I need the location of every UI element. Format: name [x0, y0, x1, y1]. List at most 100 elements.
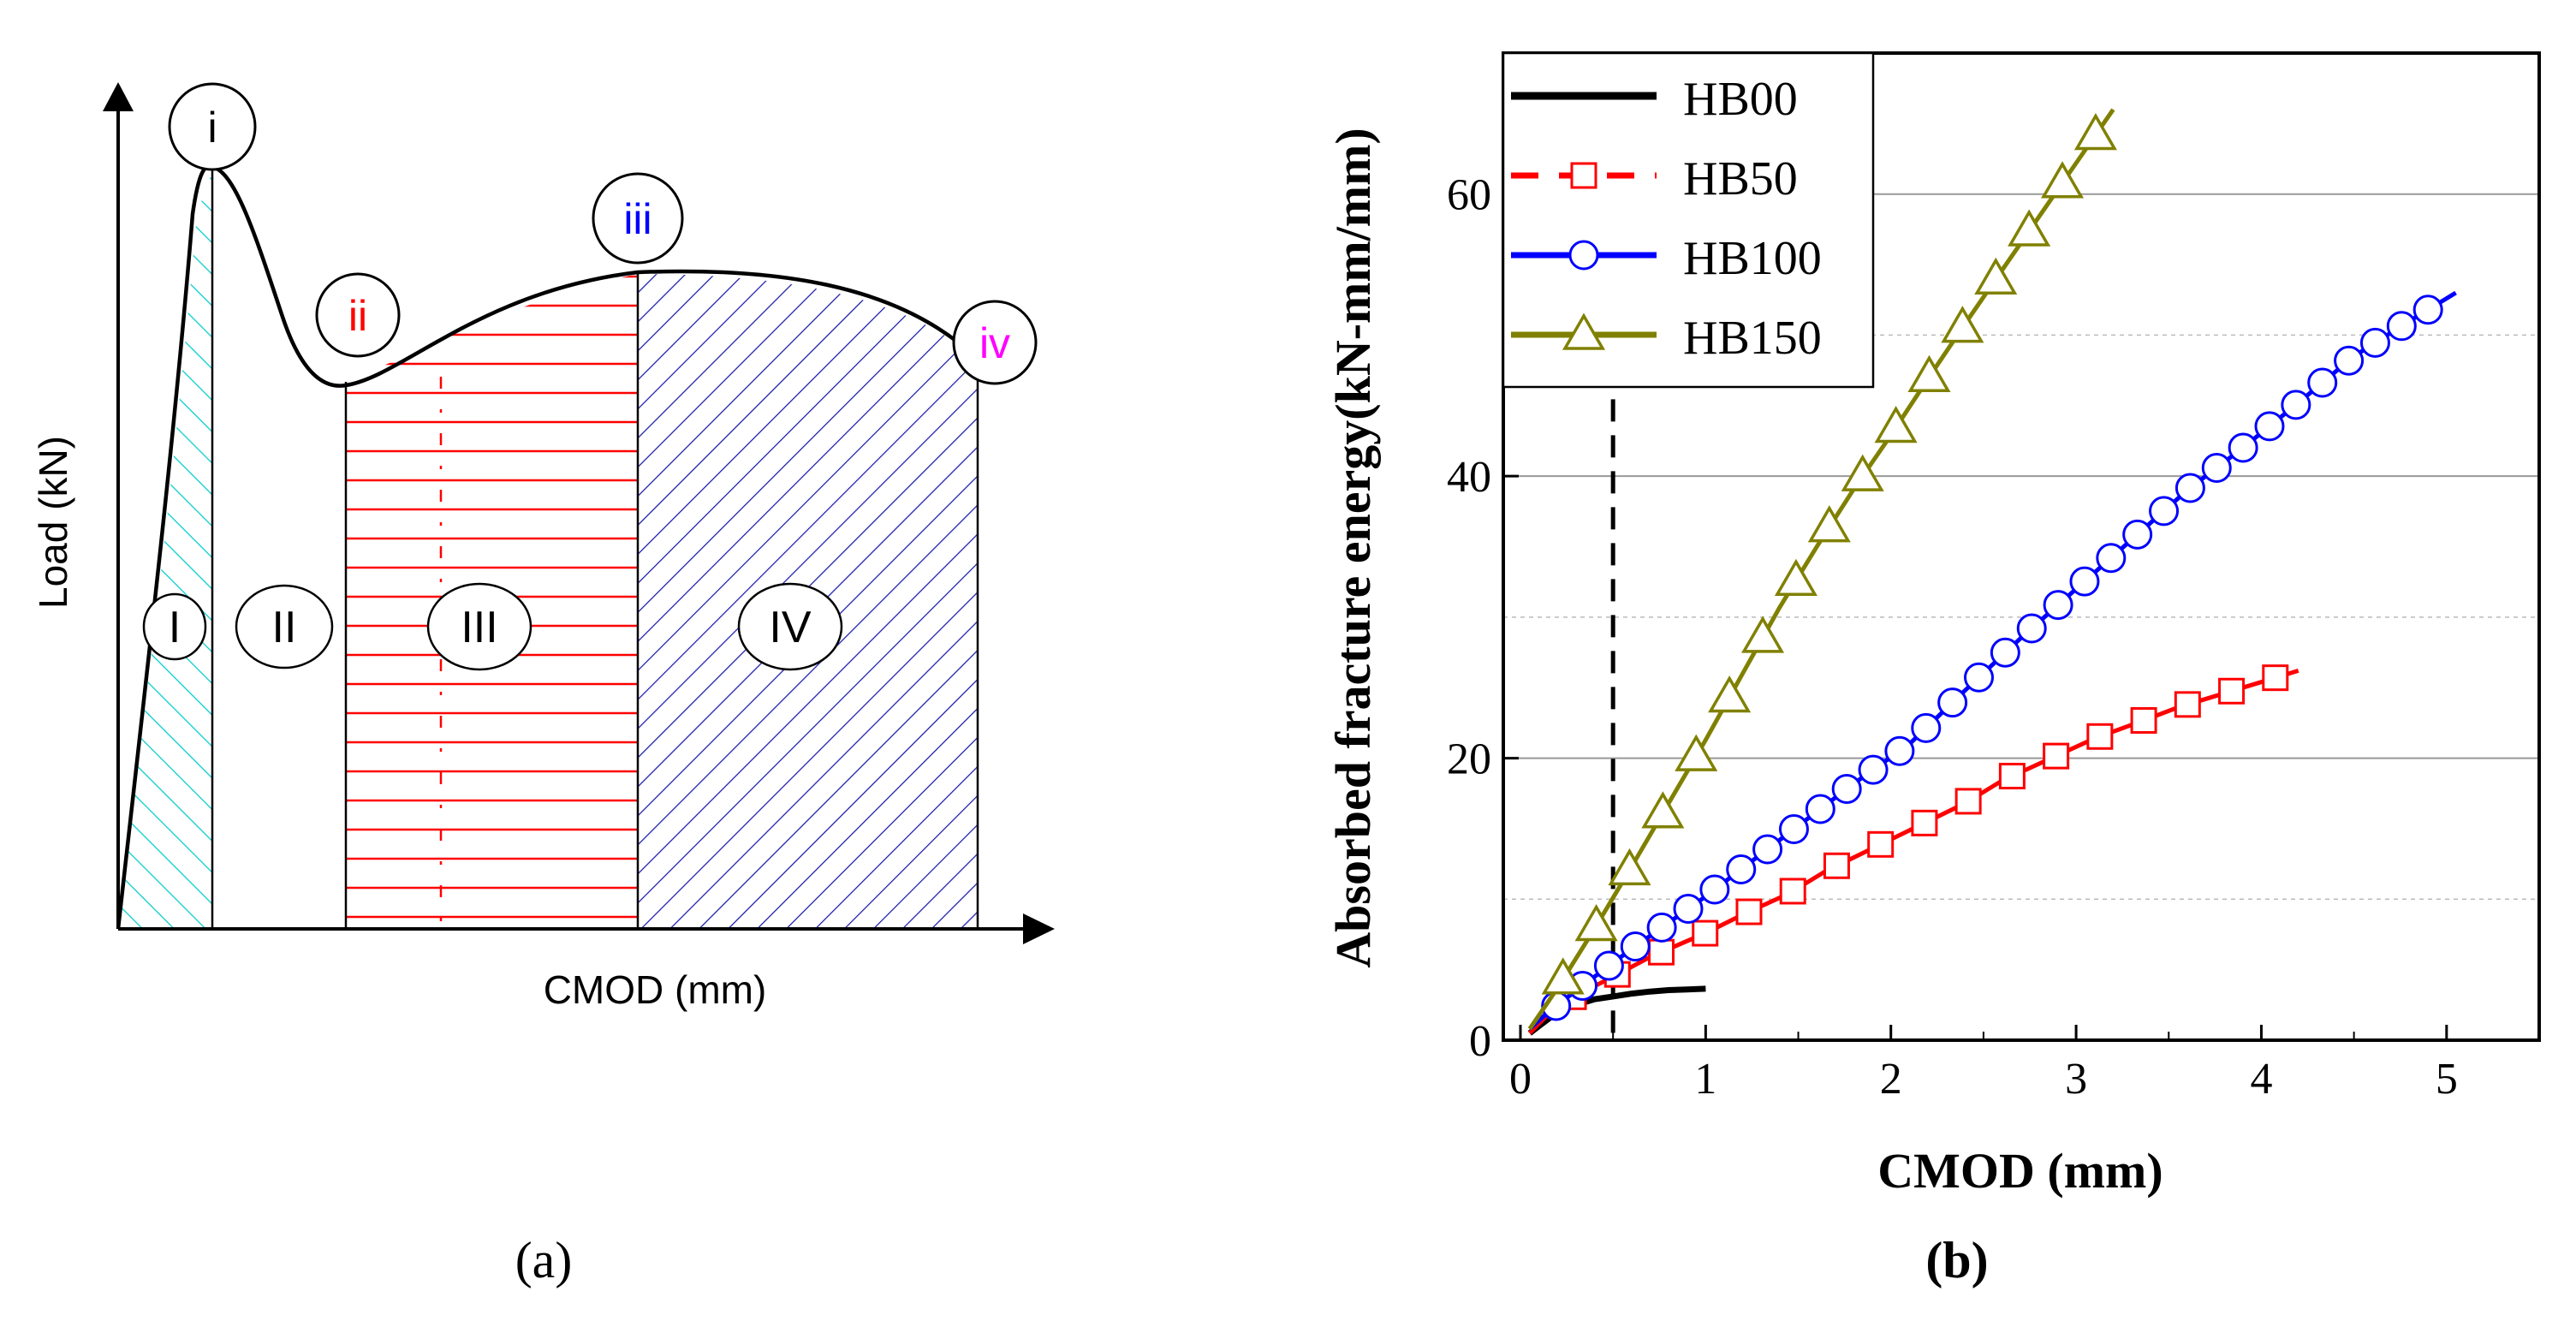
- marker-HB150: [1874, 405, 1918, 443]
- panel-b: 0 1 2 3 4 5 0 20 40 60 HB00 HB50 HB100 HB150 CMOD (m…: [1325, 51, 2541, 1288]
- point-ii-label: ii: [348, 292, 367, 340]
- legend-label-HB50: HB50: [1683, 152, 1798, 205]
- marker-HB100: [2307, 367, 2338, 398]
- marker-HB100: [1858, 754, 1889, 785]
- marker-HB50: [2086, 723, 2114, 750]
- axis-b-ylabel: Absorbed fracture energy(kN-mm/mm): [1325, 128, 1381, 967]
- series-HB150: [1527, 108, 2117, 1031]
- plot-frame-b: [1502, 51, 2541, 1042]
- legend-label-HB100: HB100: [1683, 232, 1822, 285]
- y-tick-label: 40: [1447, 453, 1491, 502]
- marker-HB100: [1673, 893, 1704, 924]
- point-i-label: i: [207, 104, 217, 152]
- marker-HB150: [2040, 161, 2085, 199]
- marker-HB50: [2043, 742, 2070, 770]
- region-I-label: I: [169, 603, 181, 652]
- region-II-circle: [235, 584, 334, 669]
- marker-HB100: [2359, 327, 2390, 358]
- series-line-HB150: [1527, 108, 2115, 1031]
- region-IV-circle: [737, 582, 843, 671]
- marker-HB150: [1741, 616, 1785, 653]
- legend-marker-HB100: [1568, 240, 1599, 271]
- marker-HB50: [2174, 691, 2201, 718]
- x-tick-label: 2: [1880, 1055, 1902, 1104]
- marker-HB50: [1692, 919, 1719, 947]
- axis-a-xlabel: CMOD (mm): [544, 967, 767, 1012]
- legend-box: [1502, 51, 1875, 389]
- marker-HB100: [2122, 519, 2153, 550]
- marker-HB50: [1867, 830, 1895, 858]
- marker-HB150: [1574, 903, 1618, 942]
- point-i-circle: [168, 82, 257, 171]
- panel-b-label: (b): [1925, 1232, 1988, 1288]
- point-iii-label: iii: [623, 195, 651, 243]
- marker-HB150: [1807, 505, 1851, 543]
- x-tick-label: 1: [1694, 1055, 1716, 1104]
- marker-HB100: [2174, 473, 2205, 503]
- marker-HB100: [1593, 950, 1624, 981]
- x-tick-label: 5: [2436, 1055, 2458, 1104]
- series-HB50: [1528, 664, 2299, 1035]
- marker-HB150: [1708, 675, 1752, 713]
- marker-HB150: [1841, 454, 1884, 491]
- region-IV-label: IV: [769, 603, 811, 652]
- marker-HB50: [1911, 809, 1938, 836]
- marker-HB150: [1641, 791, 1685, 829]
- marker-HB100: [1805, 794, 1835, 824]
- marker-HB150: [2073, 112, 2117, 151]
- marker-HB100: [2254, 411, 2285, 442]
- marker-HB100: [1990, 637, 2020, 668]
- series-HB100: [1528, 290, 2457, 1031]
- marker-HB100: [2412, 295, 2443, 325]
- marker-HB100: [2386, 311, 2417, 342]
- marker-HB50: [1648, 938, 1675, 966]
- marker-HB150: [2008, 209, 2051, 247]
- marker-HB150: [1774, 558, 1817, 596]
- region-I-circle: [142, 592, 207, 661]
- marker-HB100: [2096, 543, 2127, 574]
- marker-HB50: [2218, 677, 2246, 705]
- marker-HB150: [1675, 734, 1718, 771]
- axis-a-ylabel: Load (kN): [31, 436, 75, 609]
- marker-HB100: [1964, 662, 1994, 693]
- marker-HB50: [1735, 898, 1763, 925]
- marker-HB50: [1779, 878, 1806, 905]
- series-HB00: [1527, 985, 1706, 1036]
- legend-label-HB00: HB00: [1683, 73, 1798, 126]
- load-cmod-curve: [116, 164, 979, 930]
- marker-HB100: [2043, 590, 2073, 621]
- legend-marker-HB150: [1562, 312, 1606, 350]
- region-II-label: II: [272, 603, 297, 652]
- y-tick-label: 20: [1447, 735, 1491, 784]
- y-tick-label: 60: [1447, 171, 1491, 220]
- point-ii-circle: [315, 272, 401, 358]
- x-tick-label: 3: [2065, 1055, 2087, 1104]
- point-iv-circle: [952, 300, 1038, 385]
- marker-HB150: [1974, 257, 2018, 295]
- marker-HB100: [2281, 390, 2311, 420]
- marker-HB50: [1998, 763, 2026, 790]
- marker-HB100: [1937, 687, 1968, 718]
- marker-HB150: [1608, 848, 1651, 886]
- marker-HB100: [2334, 345, 2365, 376]
- axis-a-x-arrow: [1023, 913, 1055, 944]
- marker-HB100: [1778, 814, 1809, 845]
- y-tick-label: 0: [1469, 1017, 1491, 1066]
- x-tick-label: 4: [2250, 1055, 2272, 1104]
- marker-HB100: [2201, 452, 2232, 483]
- marker-HB50: [1954, 788, 1982, 815]
- point-iv-label: iv: [979, 319, 1010, 367]
- marker-HB150: [1907, 354, 1951, 393]
- marker-HB150: [1541, 957, 1585, 995]
- legend-marker-HB50: [1570, 162, 1597, 189]
- marker-HB100: [1911, 712, 1942, 743]
- marker-HB100: [1620, 931, 1651, 962]
- marker-HB100: [2228, 432, 2258, 463]
- legend-label-HB150: HB150: [1683, 312, 1822, 365]
- marker-HB50: [2262, 664, 2289, 692]
- point-iii-circle: [592, 172, 684, 265]
- marker-HB100: [1831, 774, 1862, 805]
- marker-HB100: [1726, 854, 1757, 885]
